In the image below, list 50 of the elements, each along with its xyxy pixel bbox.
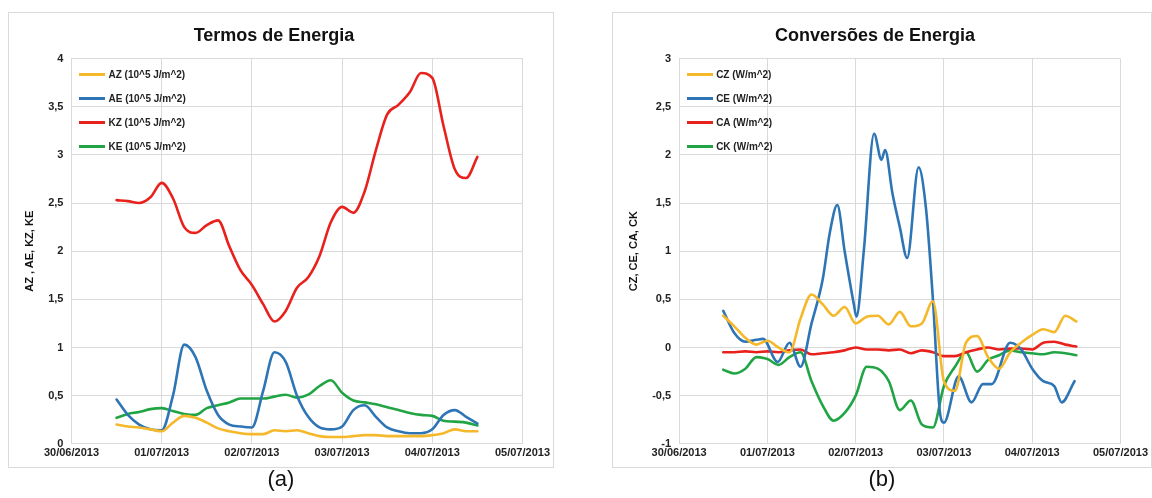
y-tick-label: 0,5 <box>48 388 64 401</box>
x-tick-label: 03/07/2013 <box>314 446 370 459</box>
legend-label: CA (W/m^2) <box>716 117 773 129</box>
x-tick-label: 04/07/2013 <box>1004 446 1060 459</box>
legend-label: KE (10^5 J/m^2) <box>108 141 186 153</box>
y-tick-label: 2 <box>665 147 672 160</box>
y-tick-label: 2 <box>57 244 64 257</box>
x-tick-label: 30/06/2013 <box>651 446 707 459</box>
y-tick-label: -0,5 <box>652 388 672 401</box>
x-tick-label: 05/07/2013 <box>1092 446 1148 459</box>
y-tick-label: 3 <box>665 51 672 64</box>
x-tick-label: 04/07/2013 <box>404 446 460 459</box>
legend-label: AE (10^5 J/m^2) <box>108 93 186 105</box>
y-tick-label: 2,5 <box>655 99 672 112</box>
line-series <box>115 343 479 435</box>
chart-title: Termos de Energia <box>193 24 356 45</box>
line-series <box>721 349 1078 429</box>
x-tick-label: 30/06/2013 <box>43 446 100 459</box>
x-tick-label: 02/07/2013 <box>224 446 280 459</box>
y-tick-label: 0 <box>57 436 64 449</box>
legend-label: CZ (W/m^2) <box>716 69 772 81</box>
line-series <box>721 340 1078 358</box>
text: (a) <box>266 466 296 492</box>
y-tick-label: 1,5 <box>655 196 672 209</box>
legend-label: CK (W/m^2) <box>716 141 773 153</box>
chart-title: Conversões de Energia <box>774 24 977 45</box>
line-series <box>721 293 1078 393</box>
y-tick-label: 4 <box>57 51 65 64</box>
line-series <box>115 414 479 439</box>
y-tick-label: 0 <box>665 340 672 353</box>
x-tick-label: 05/07/2013 <box>494 446 550 459</box>
legend-label: KZ (10^5 J/m^2) <box>108 117 186 129</box>
y-tick-label: 1 <box>665 244 672 257</box>
x-tick-label: 03/07/2013 <box>916 446 972 459</box>
legend-label: AZ (10^5 J/m^2) <box>108 69 186 81</box>
y-axis-title: CZ, CE, CA, CK <box>626 211 639 292</box>
x-tick-label: 01/07/2013 <box>134 446 190 459</box>
y-tick-label: 1 <box>57 340 64 353</box>
y-axis-title: AZ , AE, KZ, KE <box>22 210 35 292</box>
y-tick-label: 3,5 <box>48 99 64 112</box>
y-tick-label: 1,5 <box>48 292 64 305</box>
y-tick-label: 2,5 <box>48 196 64 209</box>
y-tick-label: 3 <box>57 147 64 160</box>
x-tick-label: 02/07/2013 <box>828 446 884 459</box>
x-tick-label: 01/07/2013 <box>739 446 795 459</box>
y-tick-label: 0,5 <box>655 292 672 305</box>
line-series <box>115 378 479 427</box>
text: (b) <box>867 466 897 492</box>
y-tick-label: -1 <box>661 436 672 449</box>
legend-label: CE (W/m^2) <box>716 93 772 105</box>
